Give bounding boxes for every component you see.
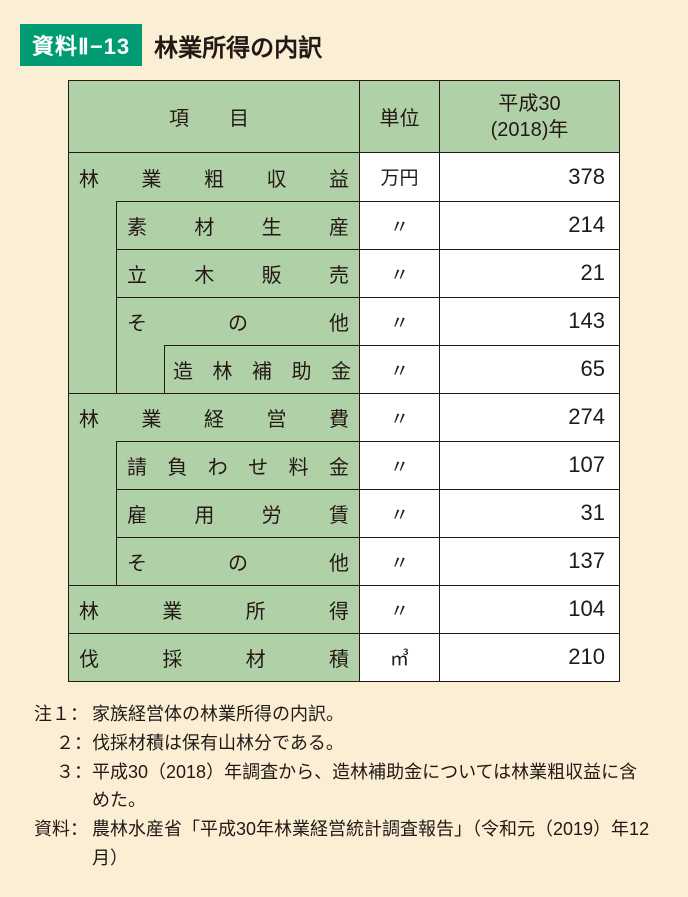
table-header-row: 項 目 単位 平成30 (2018)年	[69, 81, 620, 153]
year-line2: (2018)年	[440, 117, 619, 143]
table-row: 林業粗収益万円378	[69, 153, 620, 202]
table-row: 伐採材積㎥210	[69, 633, 620, 682]
row-value: 274	[440, 393, 620, 441]
table-row: 請負わせ料金〃107	[69, 441, 620, 489]
row-unit: 〃	[360, 297, 440, 345]
note-head: ２：	[34, 729, 92, 758]
note-body: 平成30（2018）年調査から、造林補助金については林業粗収益に含めた。	[92, 758, 654, 816]
row-value: 143	[440, 297, 620, 345]
year-line1: 平成30	[440, 91, 619, 117]
row-label-cell: 請負わせ料金	[69, 441, 360, 489]
row-unit: 〃	[360, 537, 440, 585]
row-label-cell: その他	[69, 537, 360, 585]
income-breakdown-table: 項 目 単位 平成30 (2018)年 林業粗収益万円378素材生産〃214立木…	[68, 80, 620, 682]
source-head: 資料：	[34, 815, 92, 873]
table-row: 林業経営費〃274	[69, 393, 620, 441]
row-value: 378	[440, 153, 620, 202]
row-label-cell: その他	[69, 297, 360, 345]
table-row: 林業所得〃104	[69, 585, 620, 633]
source-row: 資料： 農林水産省「平成30年林業経営統計調査報告」（令和元（2019）年12月…	[34, 815, 654, 873]
row-value: 214	[440, 201, 620, 249]
row-value: 65	[440, 345, 620, 393]
row-unit: 〃	[360, 201, 440, 249]
source-body: 農林水産省「平成30年林業経営統計調査報告」（令和元（2019）年12月）	[92, 815, 654, 873]
table-container: 項 目 単位 平成30 (2018)年 林業粗収益万円378素材生産〃214立木…	[20, 80, 668, 682]
note-row: ３：平成30（2018）年調査から、造林補助金については林業粗収益に含めた。	[34, 758, 654, 816]
row-label-cell: 伐採材積	[69, 633, 360, 682]
row-unit: 万円	[360, 153, 440, 202]
row-value: 210	[440, 633, 620, 682]
row-unit: 〃	[360, 393, 440, 441]
row-label-cell: 立木販売	[69, 249, 360, 297]
row-value: 137	[440, 537, 620, 585]
col-header-item: 項 目	[69, 81, 360, 153]
table-row: 立木販売〃21	[69, 249, 620, 297]
reference-badge: 資料Ⅱ−13	[20, 24, 142, 66]
page-title: 林業所得の内訳	[154, 28, 322, 63]
row-value: 104	[440, 585, 620, 633]
row-unit: 〃	[360, 489, 440, 537]
row-value: 107	[440, 441, 620, 489]
row-value: 31	[440, 489, 620, 537]
table-row: 素材生産〃214	[69, 201, 620, 249]
row-unit: 〃	[360, 585, 440, 633]
notes-block: 注１：家族経営体の林業所得の内訳。２：伐採材積は保有山林分である。３：平成30（…	[20, 700, 668, 873]
note-row: ２：伐採材積は保有山林分である。	[34, 729, 654, 758]
note-body: 家族経営体の林業所得の内訳。	[92, 700, 654, 729]
table-row: その他〃143	[69, 297, 620, 345]
table-row: 造林補助金〃65	[69, 345, 620, 393]
table-body: 林業粗収益万円378素材生産〃214立木販売〃21その他〃143造林補助金〃65…	[69, 153, 620, 682]
table-row: 雇用労賃〃31	[69, 489, 620, 537]
row-value: 21	[440, 249, 620, 297]
row-label-cell: 造林補助金	[69, 345, 360, 393]
row-label-cell: 雇用労賃	[69, 489, 360, 537]
note-row: 注１：家族経営体の林業所得の内訳。	[34, 700, 654, 729]
col-header-year: 平成30 (2018)年	[440, 81, 620, 153]
table-row: その他〃137	[69, 537, 620, 585]
note-body: 伐採材積は保有山林分である。	[92, 729, 654, 758]
row-unit: ㎥	[360, 633, 440, 682]
row-unit: 〃	[360, 345, 440, 393]
header-row: 資料Ⅱ−13 林業所得の内訳	[20, 24, 668, 66]
row-unit: 〃	[360, 249, 440, 297]
row-label-cell: 林業経営費	[69, 393, 360, 441]
note-head: 注１：	[34, 700, 92, 729]
row-label-cell: 林業粗収益	[69, 153, 360, 202]
note-head: ３：	[34, 758, 92, 816]
row-label-cell: 林業所得	[69, 585, 360, 633]
row-label-cell: 素材生産	[69, 201, 360, 249]
row-unit: 〃	[360, 441, 440, 489]
col-header-unit: 単位	[360, 81, 440, 153]
